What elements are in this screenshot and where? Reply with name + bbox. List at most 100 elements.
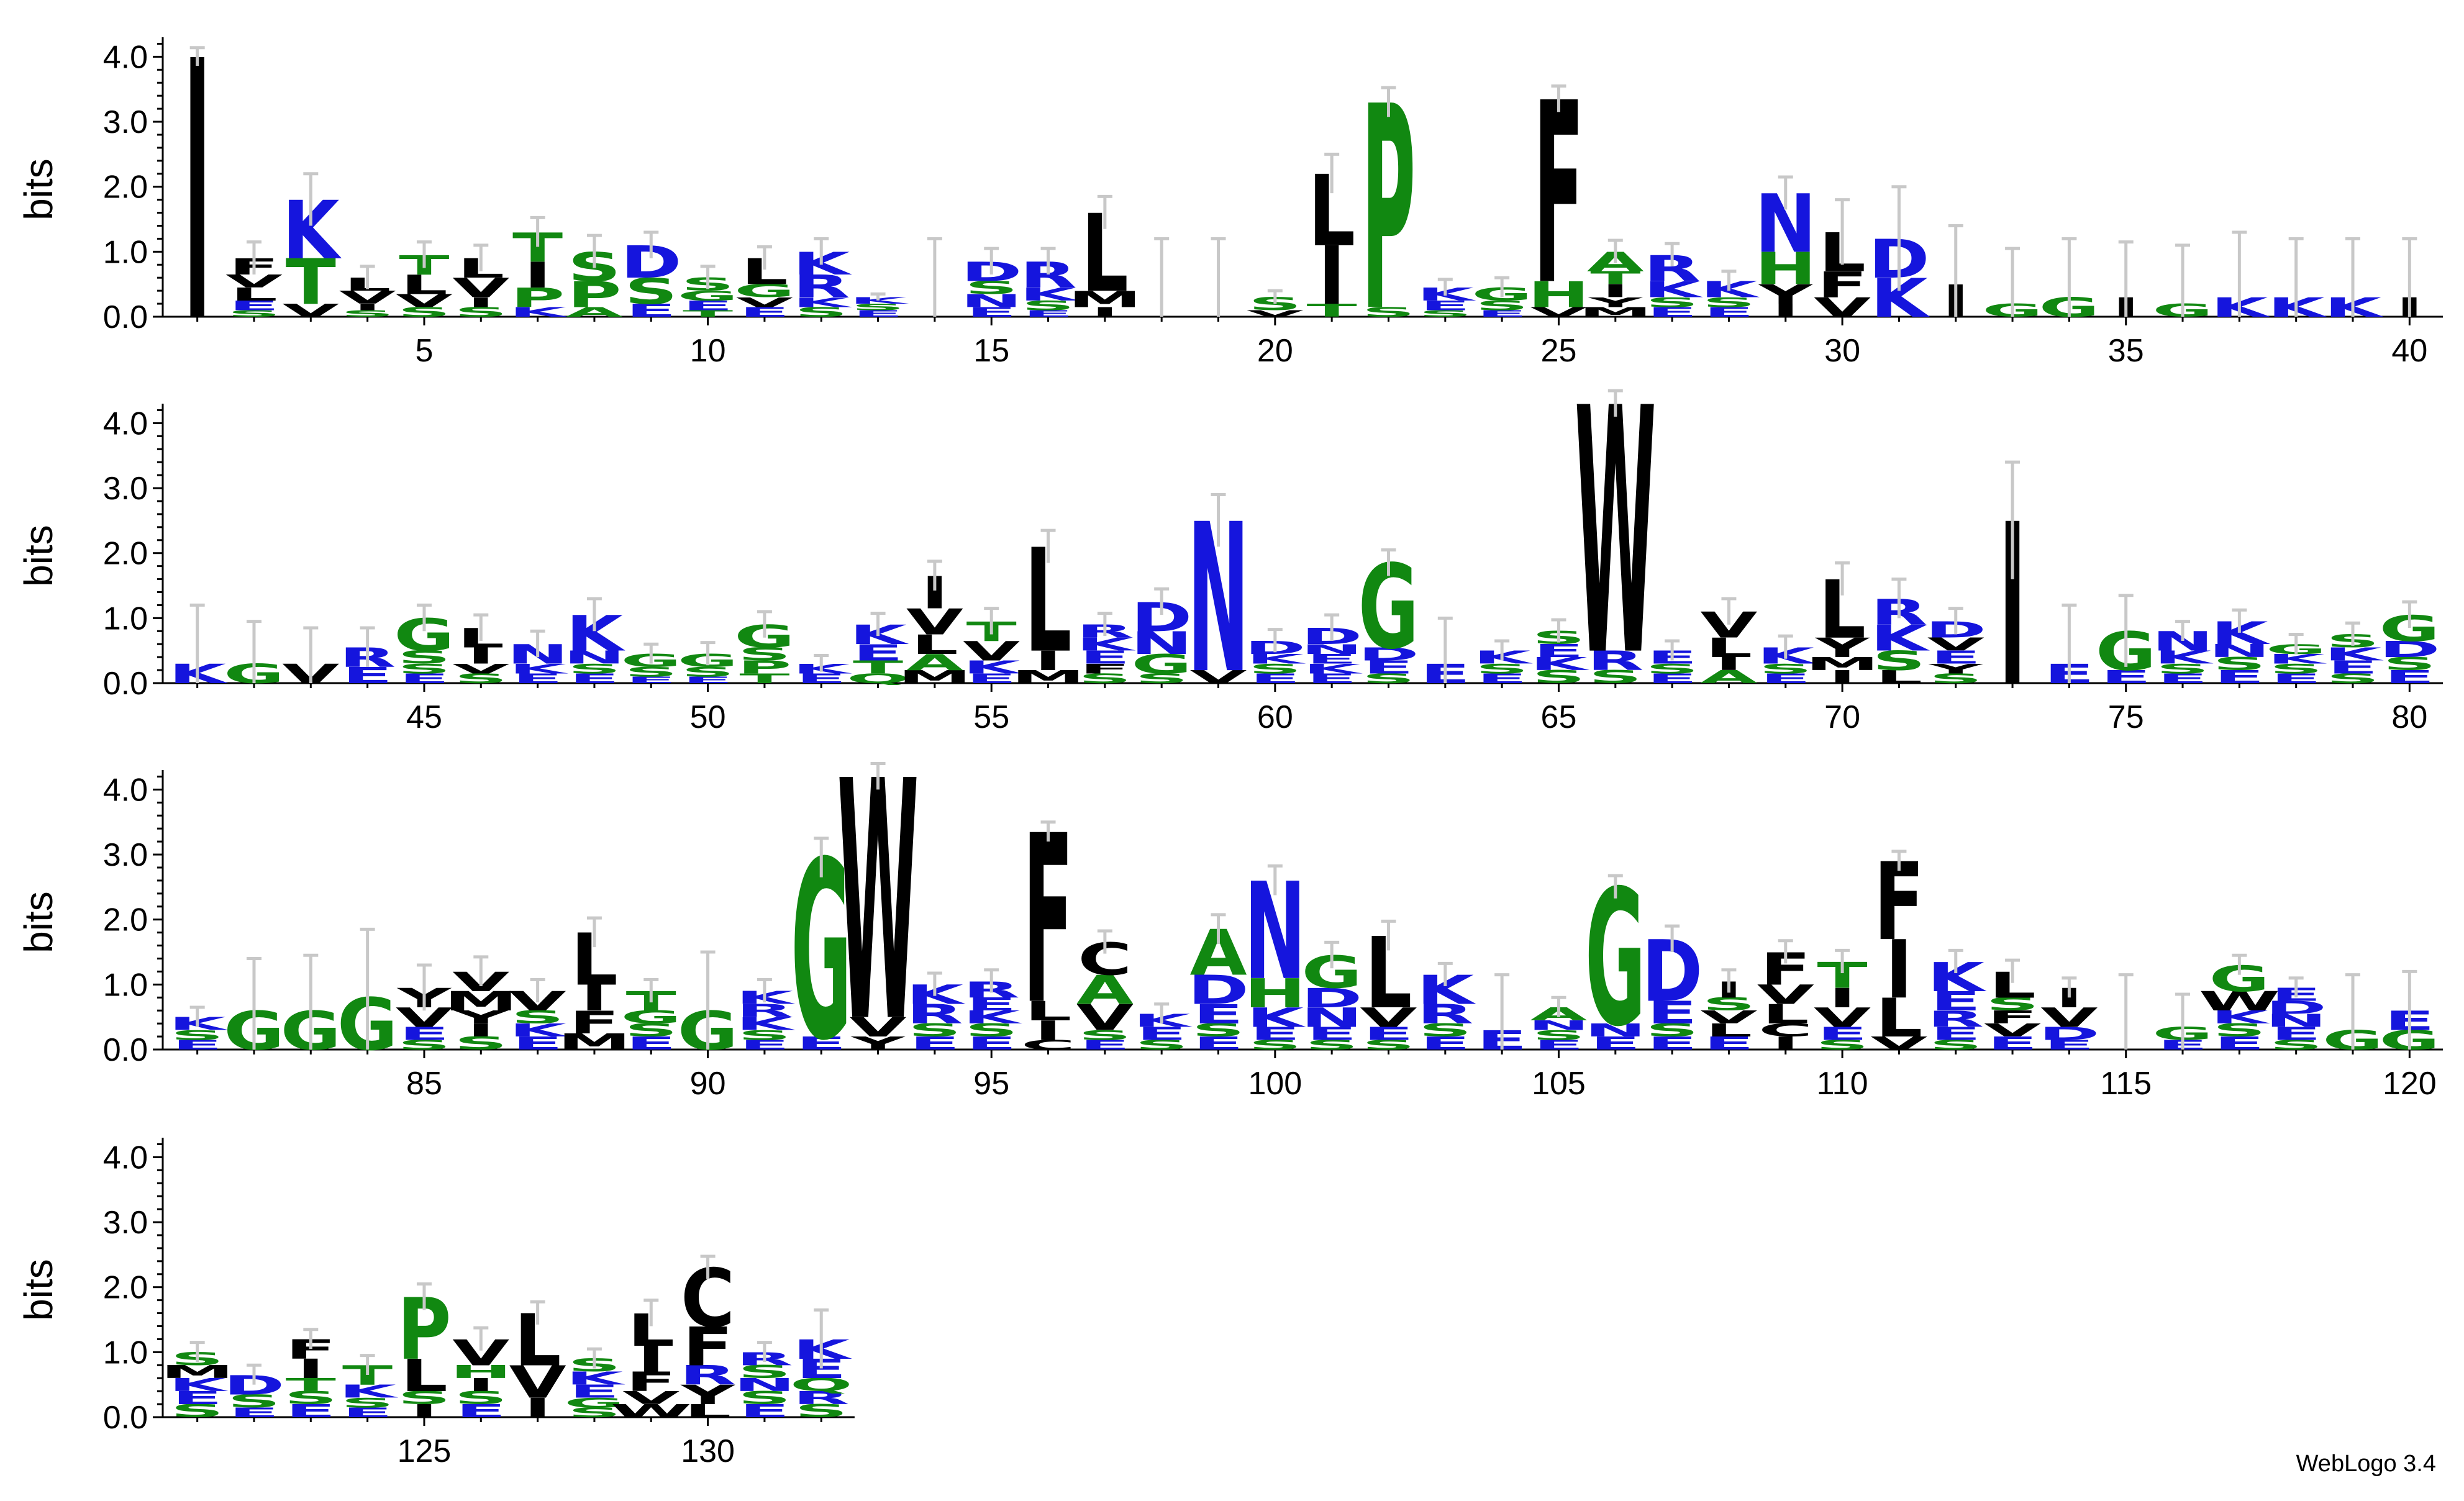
x-tick-label: 20 <box>1257 333 1293 369</box>
logo-letter-P: P <box>511 283 565 314</box>
logo-letter-S: S <box>1703 295 1756 311</box>
logo-letter-S: S <box>1362 671 1416 686</box>
logo-letter-E: E <box>1590 1033 1640 1054</box>
logo-letter-V: V <box>1927 635 1984 655</box>
logo-letter-I: I <box>1772 1033 1799 1054</box>
logo-letter-Y: Y <box>680 1380 735 1411</box>
x-tick-label: 110 <box>1817 1066 1868 1102</box>
logo-letter-E: E <box>1137 1023 1187 1044</box>
logo-letter-E: E <box>1193 1033 1243 1054</box>
logo-letter-I: I <box>467 1020 494 1041</box>
logo-letter-K: K <box>509 661 569 677</box>
y-tick-label: 0.0 <box>103 1032 148 1068</box>
logo-letter-H: H <box>1244 970 1306 1017</box>
logo-letter-E: E <box>1647 304 1697 320</box>
logo-letter-E: E <box>853 640 903 666</box>
y-tick-label: 2.0 <box>103 170 148 206</box>
logo-letter-S: S <box>1419 309 1472 319</box>
logo-letter-S: S <box>398 304 451 320</box>
logo-letter-I: I <box>1602 281 1629 301</box>
logo-letter-E: E <box>1023 309 1073 319</box>
logo-letter-M: M <box>1579 304 1652 320</box>
logo-letter-Y: Y <box>1815 633 1870 664</box>
logo-letter-T: T <box>739 671 789 686</box>
logo-letter-M: M <box>444 986 517 1017</box>
logo-letter-S: S <box>1816 1037 1869 1053</box>
logo-letter-S: S <box>227 309 281 319</box>
logo-letter-E: E <box>456 1401 506 1422</box>
logo-letter-E: E <box>1193 999 1243 1030</box>
logo-letter-F: F <box>1987 1007 2037 1028</box>
logo-letter-S: S <box>1986 994 2039 1015</box>
logo-letter-S: S <box>227 1391 281 1412</box>
logo-letter-D: D <box>1188 967 1249 1014</box>
logo-letter-T: T <box>1307 301 1357 321</box>
x-tick-label: 115 <box>2100 1066 2152 1102</box>
logo-letter-V: V <box>1984 1020 2041 1041</box>
logo-letter-V: V <box>1870 1033 1927 1054</box>
y-tick-label: 1.0 <box>103 1335 148 1371</box>
x-tick-label: 80 <box>2391 699 2427 735</box>
logo-letter-S: S <box>2383 654 2436 674</box>
y-tick-label: 4.0 <box>103 406 148 442</box>
logo-letter-R: R <box>680 1360 737 1391</box>
logo-letter-V: V <box>1360 1002 1417 1033</box>
logo-letter-S: S <box>454 671 507 686</box>
x-tick-label: 130 <box>681 1433 735 1469</box>
logo-letter-S: S <box>1135 671 1188 686</box>
logo-letter-S: S <box>511 1007 565 1028</box>
logo-letter-V: V <box>1530 304 1587 320</box>
logo-letter-S: S <box>1248 1037 1302 1053</box>
logo-letter-S: S <box>1362 1037 1416 1053</box>
logo-letter-S: S <box>171 1401 224 1422</box>
logo-letter-S: S <box>1078 1028 1132 1043</box>
logo-letter-E: E <box>683 675 733 686</box>
logo-letter-S: S <box>341 309 394 319</box>
x-tick-label: 65 <box>1541 699 1577 735</box>
logo-letter-E: E <box>2384 667 2435 687</box>
y-axis-label: bits <box>16 891 61 953</box>
logo-letter-K: K <box>1019 284 1079 305</box>
logo-letter-L: L <box>401 270 448 301</box>
logo-letter-S: S <box>2213 1020 2266 1041</box>
logo-letter-Q: Q <box>847 671 909 686</box>
logo-letter-E: E <box>512 671 563 686</box>
y-tick-label: 3.0 <box>103 1205 148 1241</box>
x-tick-label: 120 <box>2383 1066 2437 1102</box>
logo-letter-I: I <box>297 1354 324 1385</box>
logo-letter-K: K <box>566 1369 625 1389</box>
logo-letter-I: I <box>1034 646 1062 677</box>
logo-letter-E: E <box>966 671 1017 686</box>
logo-letter-S: S <box>738 1362 791 1382</box>
y-axis-label: bits <box>16 158 61 220</box>
logo-letter-D: D <box>1301 983 1363 1014</box>
logo-letter-S: S <box>1645 295 1699 311</box>
logo-letter-S: S <box>398 1037 451 1053</box>
logo-letter-S: S <box>1929 671 1983 686</box>
logo-letter-K: K <box>2211 1007 2270 1028</box>
x-tick-label: 125 <box>398 1433 452 1469</box>
logo-letter-K: K <box>1643 276 1703 302</box>
logo-letter-I: I <box>467 643 494 669</box>
logo-letter-S: S <box>1248 661 1302 677</box>
logo-letter-F: F <box>626 1367 676 1398</box>
logo-letter-N: N <box>1584 1020 1647 1041</box>
logo-letter-R: R <box>1417 999 1474 1030</box>
logo-letter-I: I <box>524 255 551 296</box>
logo-letter-C: C <box>1021 1037 1075 1053</box>
logo-letter-E: E <box>1704 1033 1754 1054</box>
y-tick-label: 4.0 <box>103 39 148 75</box>
logo-letter-S: S <box>794 304 848 320</box>
logo-letter-S: S <box>1362 304 1416 320</box>
x-tick-label: 40 <box>2391 333 2427 369</box>
logo-letter-V: V <box>1247 309 1304 319</box>
logo-letter-E: E <box>1534 1037 1584 1053</box>
logo-letter-R: R <box>1927 1006 1984 1032</box>
logo-letter-L: L <box>1706 633 1753 664</box>
x-tick-label: 105 <box>1532 1066 1586 1102</box>
logo-letter-E: E <box>1420 298 1470 314</box>
logo-letter-K: K <box>1247 651 1306 667</box>
x-tick-label: 60 <box>1257 699 1293 735</box>
logo-letter-I: I <box>1829 983 1856 1014</box>
logo-letter-E: E <box>739 304 789 320</box>
